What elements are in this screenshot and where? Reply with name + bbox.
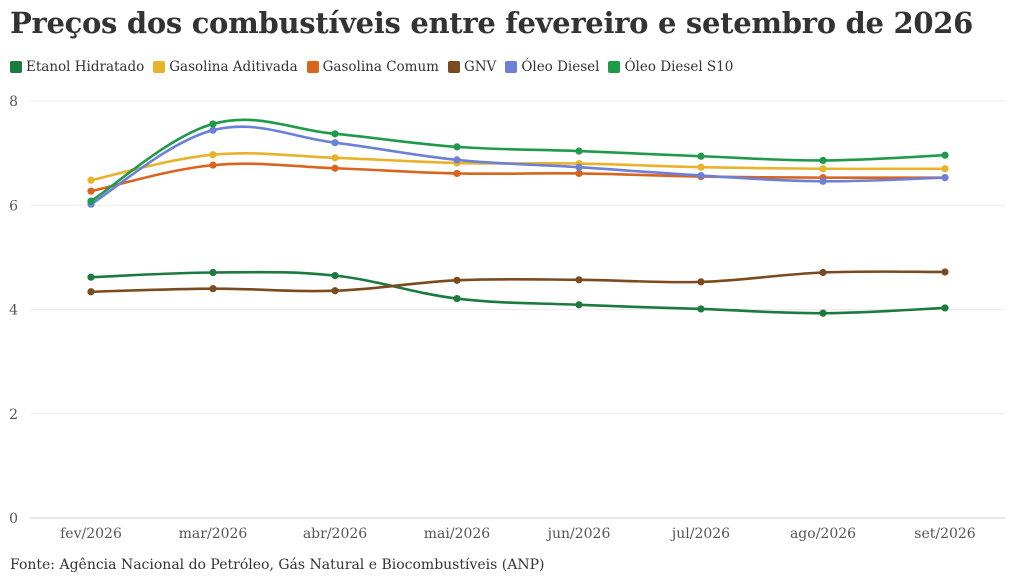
legend-swatch	[10, 61, 22, 73]
x-tick-label: mar/2026	[179, 526, 248, 542]
data-point[interactable]	[87, 288, 95, 296]
series-group	[87, 118, 949, 205]
data-point[interactable]	[697, 163, 705, 171]
x-tick-label: fev/2026	[60, 526, 122, 542]
legend-item: GNV	[447, 59, 497, 75]
series-line	[89, 162, 947, 193]
data-point[interactable]	[941, 151, 949, 159]
data-point[interactable]	[209, 151, 217, 159]
data-point[interactable]	[209, 268, 217, 277]
data-point[interactable]	[575, 276, 583, 284]
series-line	[89, 270, 947, 294]
x-tick-label: mai/2026	[424, 526, 491, 542]
data-point[interactable]	[209, 126, 217, 134]
y-tick-label: 8	[9, 94, 18, 110]
legend-swatch	[153, 61, 166, 73]
data-point[interactable]	[819, 268, 827, 277]
data-point[interactable]	[819, 165, 827, 173]
series-lines	[87, 118, 949, 317]
data-point[interactable]	[697, 152, 705, 160]
data-point[interactable]	[331, 139, 339, 147]
series-group	[87, 161, 949, 195]
data-point[interactable]	[453, 276, 461, 284]
data-point[interactable]	[331, 164, 339, 172]
chart-title: Preços dos combustíveis entre fevereiro …	[10, 6, 973, 40]
legend-label: Gasolina Aditivada	[169, 59, 298, 75]
legend-label: Óleo Diesel	[521, 59, 600, 75]
data-point[interactable]	[575, 147, 583, 155]
x-tick-label: jun/2026	[546, 526, 611, 542]
legend-swatch	[505, 61, 518, 73]
data-point[interactable]	[819, 309, 827, 317]
data-point[interactable]	[941, 304, 949, 312]
data-point[interactable]	[87, 197, 95, 205]
data-point[interactable]	[453, 156, 461, 164]
chart-legend: Etanol Hidratado Gasolina Aditivada Gasoli…	[10, 59, 742, 75]
y-tick-label: 2	[9, 407, 18, 423]
legend-label: GNV	[463, 59, 497, 75]
data-point[interactable]	[209, 161, 217, 169]
series-group	[87, 125, 949, 208]
data-point[interactable]	[87, 176, 95, 184]
legend-item: Gasolina Comum	[306, 59, 439, 75]
y-tick-label: 0	[9, 511, 18, 527]
y-tick-label: 4	[9, 303, 18, 319]
gridlines	[30, 100, 1005, 519]
y-tick-label: 6	[9, 198, 18, 214]
legend-item: Óleo Diesel	[505, 59, 599, 75]
legend-swatch	[306, 61, 319, 73]
data-point[interactable]	[331, 154, 339, 162]
data-point[interactable]	[575, 169, 583, 178]
legend-item: Etanol Hidratado	[10, 59, 144, 75]
chart-source: Fonte: Agência Nacional do Petróleo, Gás…	[10, 557, 545, 573]
data-point[interactable]	[87, 187, 95, 195]
legend-item: Gasolina Aditivada	[153, 59, 298, 75]
data-point[interactable]	[941, 165, 949, 173]
y-axis-ticks: 0 2 4 6 8	[9, 94, 18, 527]
legend-swatch	[447, 61, 460, 73]
data-point[interactable]	[453, 143, 461, 151]
x-tick-label: abr/2026	[303, 526, 367, 542]
series-group	[87, 268, 949, 296]
data-point[interactable]	[453, 294, 461, 303]
x-axis-ticks: fev/2026 mar/2026 abr/2026 mai/2026 jun/2026…	[60, 526, 976, 542]
x-tick-label: set/2026	[914, 526, 976, 542]
data-point[interactable]	[819, 177, 827, 185]
data-point[interactable]	[819, 156, 827, 165]
data-point[interactable]	[575, 301, 583, 309]
data-point[interactable]	[941, 174, 949, 182]
data-point[interactable]	[697, 171, 705, 180]
series-group	[87, 268, 949, 317]
series-group	[87, 151, 949, 184]
legend-swatch	[608, 61, 621, 73]
data-point[interactable]	[697, 278, 705, 286]
x-tick-label: jul/2026	[670, 526, 730, 542]
data-point[interactable]	[209, 285, 217, 293]
series-line	[89, 118, 947, 203]
data-point[interactable]	[941, 268, 949, 276]
legend-label: Gasolina Comum	[322, 59, 439, 75]
data-point[interactable]	[575, 163, 583, 171]
series-line	[89, 151, 947, 182]
data-point[interactable]	[331, 272, 339, 280]
legend-label: Etanol Hidratado	[26, 59, 145, 75]
data-point[interactable]	[87, 273, 95, 281]
data-point[interactable]	[453, 169, 461, 178]
data-point[interactable]	[209, 120, 217, 128]
legend-item: Óleo Diesel S10	[608, 59, 733, 75]
data-point[interactable]	[331, 287, 339, 295]
x-tick-label: ago/2026	[790, 526, 856, 542]
data-point[interactable]	[697, 305, 705, 313]
legend-label: Óleo Diesel S10	[624, 59, 734, 75]
series-line	[89, 270, 947, 315]
series-line	[89, 125, 947, 206]
data-point[interactable]	[331, 130, 339, 138]
